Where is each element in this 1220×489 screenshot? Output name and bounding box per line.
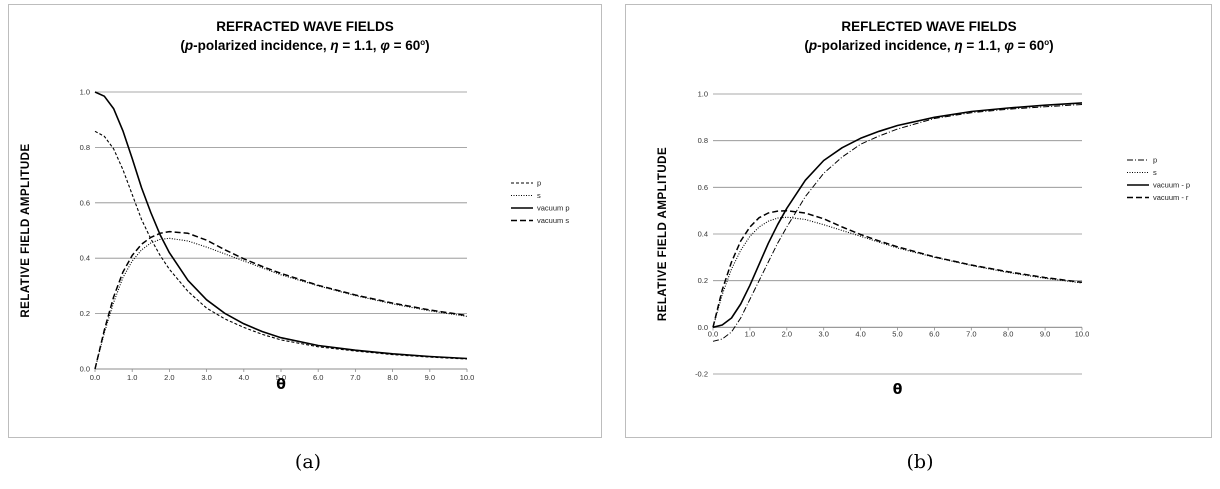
x-tick-label-b-0: 0.0 <box>708 329 718 338</box>
x-tick-label-a-6: 6.0 <box>313 373 323 382</box>
x-tick-label-b-9: 9.0 <box>1040 329 1050 338</box>
x-tick-label-b-5: 5.0 <box>892 329 902 338</box>
legend-label-a-0: p <box>537 179 541 188</box>
chart-a-svg: REFRACTED WAVE FIELDS (p-polarized incide… <box>20 19 570 393</box>
series-line-a-3 <box>94 230 468 370</box>
x-tick-label-b-2: 2.0 <box>782 329 792 338</box>
x-tick-label-a-8: 8.0 <box>387 373 397 382</box>
y-tick-label-b-6: 1.0 <box>698 90 708 99</box>
y-tick-label-a-1: 0.2 <box>80 309 90 318</box>
x-tick-label-b-7: 7.0 <box>966 329 976 338</box>
x-tick-label-b-3: 3.0 <box>818 329 828 338</box>
chart-title-a: REFRACTED WAVE FIELDS <box>216 19 394 34</box>
x-tick-label-a-0: 0.0 <box>90 373 100 382</box>
legend-label-a-2: vacuum p <box>537 204 570 213</box>
series-line-b-2 <box>712 102 1083 329</box>
legend-label-b-0: p <box>1153 156 1157 165</box>
caption-b: (b) <box>906 451 934 473</box>
y-tick-label-b-4: 0.6 <box>698 183 708 192</box>
x-tick-label-b-10: 10.0 <box>1075 329 1090 338</box>
y-tick-label-b-1: 0.0 <box>698 323 708 332</box>
legend-label-b-1: s <box>1153 168 1157 177</box>
series-line-b-1 <box>712 216 1083 328</box>
x-tick-label-a-7: 7.0 <box>350 373 360 382</box>
series-line-a-2 <box>94 91 468 360</box>
x-tick-label-a-9: 9.0 <box>425 373 435 382</box>
legend-label-b-3: vacuum - r <box>1153 193 1189 202</box>
chart-subtitle-a: (p-polarized incidence, η = 1.1, φ = 60o… <box>180 38 429 53</box>
y-tick-label-b-5: 0.8 <box>698 136 708 145</box>
y-tick-label-b-0: -0.2 <box>695 370 708 379</box>
chart-title-b: REFLECTED WAVE FIELDS <box>841 19 1016 34</box>
chart-panel-a: REFRACTED WAVE FIELDS (p-polarized incide… <box>8 4 602 438</box>
x-tick-label-b-8: 8.0 <box>1003 329 1013 338</box>
x-tick-label-a-2: 2.0 <box>164 373 174 382</box>
x-tick-label-b-4: 4.0 <box>855 329 865 338</box>
legend-label-a-1: s <box>537 191 541 200</box>
y-tick-label-b-3: 0.4 <box>698 230 708 239</box>
x-tick-label-a-5: 5.0 <box>276 373 286 382</box>
x-tick-label-a-4: 4.0 <box>239 373 249 382</box>
legend-label-b-2: vacuum - p <box>1153 181 1190 190</box>
x-tick-label-a-3: 3.0 <box>201 373 211 382</box>
y-tick-label-b-2: 0.2 <box>698 276 708 285</box>
series-line-a-0 <box>94 130 468 360</box>
x-tick-label-b-1: 1.0 <box>745 329 755 338</box>
x-tick-label-a-1: 1.0 <box>127 373 137 382</box>
y-tick-label-a-5: 1.0 <box>80 88 90 97</box>
y-tick-label-a-3: 0.6 <box>80 198 90 207</box>
chart-b-svg: REFLECTED WAVE FIELDS (p-polarized incide… <box>657 19 1190 398</box>
y-tick-label-a-4: 0.8 <box>80 143 90 152</box>
chart-panel-b: REFLECTED WAVE FIELDS (p-polarized incide… <box>625 4 1212 438</box>
x-axis-label-a: θ <box>276 377 286 393</box>
legend-label-a-3: vacuum s <box>537 216 569 225</box>
y-axis-label-a: RELATIVE FIELD AMPLITUDE <box>20 143 32 317</box>
x-axis-label-b: θ <box>893 382 903 398</box>
x-tick-label-a-10: 10.0 <box>460 373 475 382</box>
series-line-b-3 <box>712 209 1083 328</box>
y-axis-label-b: RELATIVE FIELD AMPLITUDE <box>657 147 669 321</box>
chart-subtitle-b: (p-polarized incidence, η = 1.1, φ = 60o… <box>804 38 1053 53</box>
y-tick-label-a-2: 0.4 <box>80 254 90 263</box>
caption-a: (a) <box>294 451 322 473</box>
y-tick-label-a-0: 0.0 <box>80 365 90 374</box>
series-line-b-0 <box>712 104 1083 342</box>
x-tick-label-b-6: 6.0 <box>929 329 939 338</box>
